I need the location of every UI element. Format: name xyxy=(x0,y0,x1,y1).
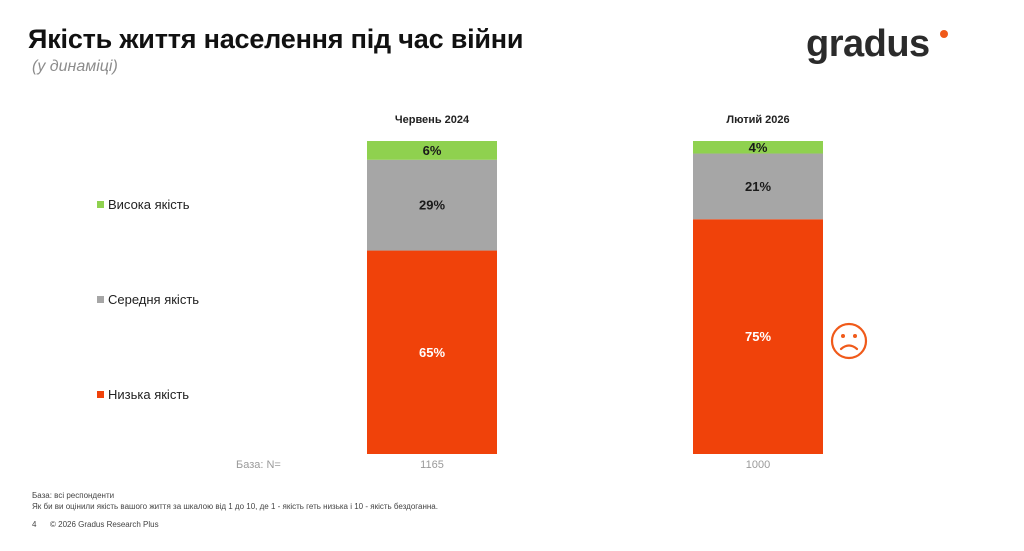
page-subtitle: (у динаміці) xyxy=(32,58,118,75)
bar-segment-high-1 xyxy=(367,141,497,160)
data-label-high-1: 6% xyxy=(423,143,442,158)
bar-segment-low-1 xyxy=(367,250,497,454)
legend-label-low: Низька якість xyxy=(108,387,190,402)
gradus-logo: gradus xyxy=(806,22,948,66)
data-label-low-2: 75% xyxy=(745,329,771,344)
page-title: Якість життя населення під час війни xyxy=(28,24,524,54)
sad-face-icon xyxy=(830,322,868,360)
page-number: 4 xyxy=(32,520,37,529)
bar-segment-medium-1 xyxy=(367,159,497,251)
data-label-medium-1: 29% xyxy=(419,198,445,213)
base-label: База: N= xyxy=(236,459,281,471)
category-label-2: Лютий 2026 xyxy=(726,114,790,126)
copyright: © 2026 Gradus Research Plus xyxy=(50,520,159,529)
data-label-low-1: 65% xyxy=(419,345,445,360)
base-value-1: 1165 xyxy=(420,459,444,471)
legend-item-high: Висока якість xyxy=(97,197,189,212)
data-label-medium-2: 21% xyxy=(745,179,771,194)
bar-segment-high-2 xyxy=(693,141,823,154)
legend-item-low: Низька якість xyxy=(97,387,189,402)
legend-label-high: Висока якість xyxy=(108,197,190,212)
legend-label-medium: Середня якість xyxy=(108,292,200,307)
footnote-question: Як би ви оцінили якість вашого життя за … xyxy=(32,502,438,511)
category-label-1: Червень 2024 xyxy=(394,114,470,126)
logo-dot-icon xyxy=(940,30,948,38)
bar-segment-low-2 xyxy=(693,219,823,454)
bar-segment-medium-2 xyxy=(693,153,823,220)
logo-text: gradus xyxy=(806,23,930,65)
data-label-high-2: 4% xyxy=(749,140,768,155)
legend-item-medium: Середня якість xyxy=(97,292,199,307)
legend-swatch-low xyxy=(97,391,104,398)
legend-swatch-high xyxy=(97,201,104,208)
base-value-2: 1000 xyxy=(745,459,771,471)
footnote-base: База: всі респонденти xyxy=(32,491,115,500)
legend-swatch-medium xyxy=(97,296,104,303)
